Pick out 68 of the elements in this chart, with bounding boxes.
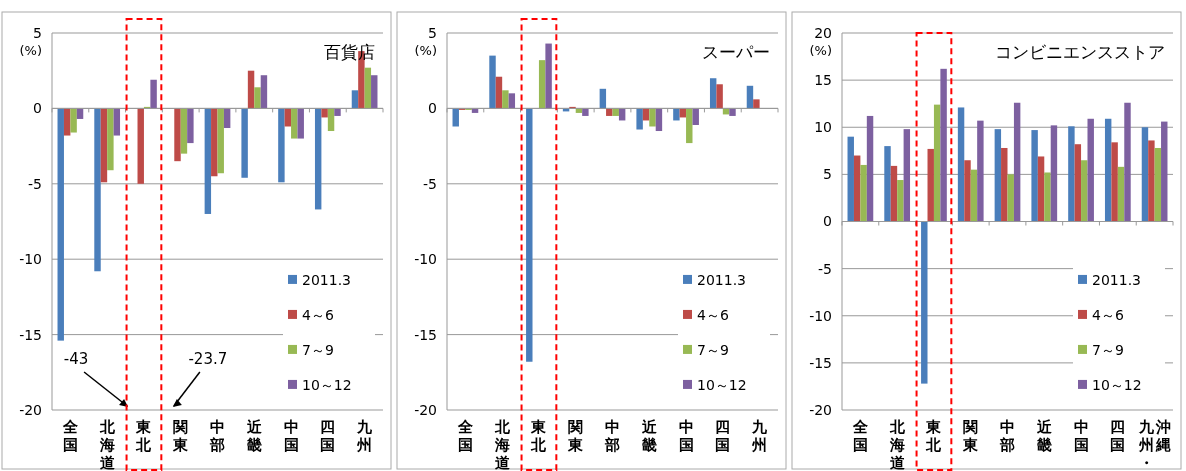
x-tick-label: 全国 (61, 418, 79, 454)
legend-label: 7～9 (697, 341, 729, 358)
x-tick-label: 北海道 (493, 418, 511, 471)
legend-label: 7～9 (302, 341, 334, 358)
y-tick-label: 0 (823, 213, 832, 230)
y-axis-title: (%) (19, 43, 42, 58)
category-label: 九州・沖縄 (1138, 418, 1171, 471)
legend-label: 7～9 (1092, 341, 1124, 358)
x-tick-label: 近畿 (1035, 418, 1053, 454)
x-tick-label: 九州 (751, 418, 769, 454)
y-tick-label: -20 (19, 401, 42, 418)
x-tick-label: 近畿 (640, 418, 658, 454)
y-tick-label: 5 (823, 166, 832, 183)
text: コンビニエンスストア (995, 42, 1165, 62)
y-tick-label: -15 (19, 326, 42, 343)
legend-label: 2011.3 (1092, 271, 1141, 288)
y-tick-label: -20 (809, 401, 832, 418)
y-tick-label: -10 (414, 251, 437, 268)
x-tick-label: 東北 (135, 418, 153, 454)
y-tick-label: -15 (414, 326, 437, 343)
x-tick-label: 四国 (715, 418, 731, 454)
legend-label: 10～12 (1092, 376, 1142, 393)
y-tick-label: -10 (809, 307, 832, 324)
text: 百貨店 (324, 42, 375, 62)
x-tick-label: 四国 (320, 418, 336, 454)
x-tick-label: 四国 (1110, 418, 1126, 454)
x-tick-label: 関東 (962, 418, 980, 454)
x-tick-label: 全国 (851, 418, 869, 454)
y-tick-label: -15 (809, 354, 832, 371)
x-tick-label: 九州 (356, 418, 374, 454)
y-tick-label: 0 (33, 100, 42, 117)
y-tick-label: -5 (28, 175, 42, 192)
y-tick-label: 15 (814, 72, 832, 89)
y-tick-label: 5 (33, 24, 42, 41)
text: スーパー (702, 42, 770, 62)
y-tick-label: -20 (414, 401, 437, 418)
legend-label: 10～12 (697, 376, 747, 393)
x-tick-label: 中国 (1073, 418, 1089, 454)
x-tick-label: 北海道 (98, 418, 116, 471)
annotation: -43 (63, 350, 89, 368)
legend-label: 10～12 (302, 376, 352, 393)
y-tick-label: -10 (19, 251, 42, 268)
y-axis-title: (%) (414, 43, 437, 58)
x-tick-label: 中部 (209, 418, 225, 454)
legend-label: 4～6 (302, 306, 334, 323)
y-tick-label: 0 (428, 100, 437, 117)
annotation: -23.7 (188, 350, 228, 368)
x-tick-label: 関東 (567, 418, 585, 454)
legend-label: 4～6 (697, 306, 729, 323)
x-tick-label: 中国 (283, 418, 299, 454)
legend-label: 2011.3 (697, 271, 746, 288)
y-tick-label: 10 (814, 119, 832, 136)
y-tick-label: -5 (423, 175, 437, 192)
y-tick-label: 20 (814, 24, 832, 41)
y-axis-title: (%) (809, 43, 832, 58)
y-tick-label: -5 (818, 260, 832, 277)
x-tick-label: 関東 (172, 418, 190, 454)
x-tick-label: 近畿 (245, 418, 263, 454)
x-tick-label: 中国 (678, 418, 694, 454)
x-tick-label: 東北 (530, 418, 548, 454)
x-tick-label: 中部 (604, 418, 620, 454)
x-tick-label: 全国 (456, 418, 474, 454)
legend-label: 4～6 (1092, 306, 1124, 323)
legend-label: 2011.3 (302, 271, 351, 288)
x-tick-label: 東北 (925, 418, 943, 454)
y-tick-label: 5 (428, 24, 437, 41)
x-tick-label: 北海道 (888, 418, 906, 471)
x-tick-label: 中部 (999, 418, 1015, 454)
